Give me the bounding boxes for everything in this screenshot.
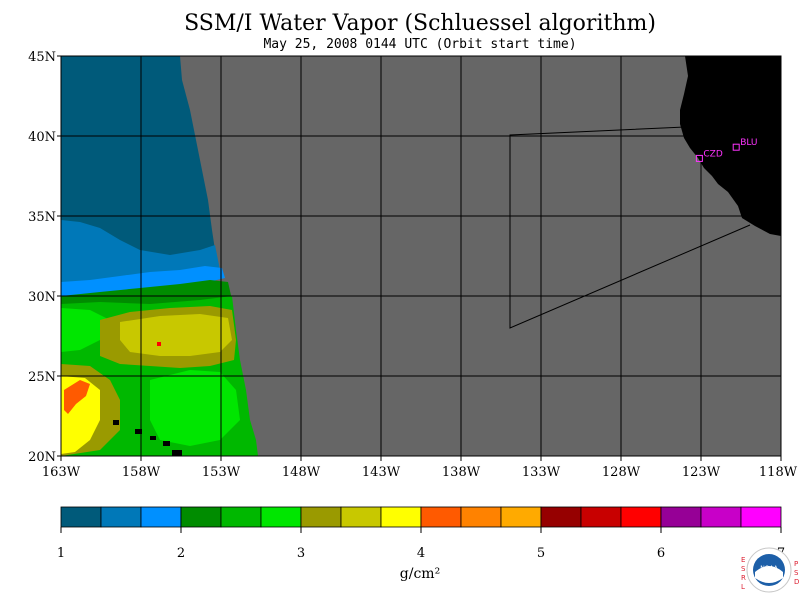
colorbar-tick-label: 6 [657,546,665,561]
lat-tick-label: 35N [28,210,56,225]
station-label: CZD [703,149,722,159]
figure-title: SSM/I Water Vapor (Schluessel algorithm) [184,11,656,36]
logo-center-text: NOAA [760,565,778,572]
lon-tick-label: 123W [682,465,721,480]
swath-bright-green-2 [150,370,240,446]
colorbar-segment [180,506,222,528]
station-marker [695,154,703,162]
colorbar-segment [340,506,382,528]
land-california [680,56,781,236]
logo-gull-icon [755,566,783,583]
colorbar-units: g/cm² [400,566,440,582]
swath-yellow-olive [120,314,232,356]
island-molokai [150,436,156,440]
station-label: BLU [740,138,757,148]
colorbar-segment [300,506,342,528]
lat-tick-label: 20N [28,450,56,465]
colorbar-tick-labels: 1234567 [57,527,785,561]
lat-tick-label: 40N [28,130,56,145]
lon-tick-label: 163W [42,465,81,480]
colorbar-tick-label: 4 [417,546,425,561]
colorbar-segment [500,506,542,528]
colorbar-segment [100,506,142,528]
lon-tick-label: 133W [522,465,561,480]
lat-tick-label: 30N [28,290,56,305]
colorbar-segment [260,506,302,528]
sector-outline [509,126,751,329]
colorbar-segment [420,506,462,528]
longitude-labels: 163W 158W 153W 148W 143W 138W 133W 128W 123W 118W [42,456,798,480]
colorbar-tick-label: 5 [537,546,545,561]
swath-bright-blue [61,266,225,300]
colorbar-segment [580,506,622,528]
lon-tick-label: 148W [282,465,321,480]
lat-tick-label: 45N [28,50,56,65]
lon-tick-label: 143W [362,465,401,480]
colorbar-segment [700,506,742,528]
map-grid [61,56,781,456]
latitude-labels: 45N 40N 35N 30N 25N 20N [28,50,61,465]
colorbar-segment [660,506,702,528]
colorbar-segment [60,506,102,528]
colorbar-segment [380,506,422,528]
lon-tick-label: 128W [602,465,641,480]
colorbar-segment [460,506,502,528]
lon-tick-label: 138W [442,465,481,480]
swath-orange [64,380,90,414]
colorbar [60,506,782,528]
map-panel: CZD BLU [60,55,782,457]
colorbar-segment [740,506,782,528]
lat-tick-label: 25N [28,370,56,385]
island-maui [163,441,170,446]
island-hawaii [172,450,182,456]
island-kauai [113,420,119,425]
station-marker [732,143,740,151]
figure-subtitle: May 25, 2008 0144 UTC (Orbit start time) [263,37,576,52]
swath-red-spot [157,342,161,346]
swath-dark-blue [61,56,215,268]
lon-tick-label: 118W [759,465,798,480]
station-markers: CZD BLU [695,138,758,162]
colorbar-tick-label: 3 [297,546,305,561]
colorbar-segment [140,506,182,528]
swath-bright-green [61,308,110,352]
colorbar-tick-label: 1 [57,546,65,561]
lon-tick-label: 158W [122,465,161,480]
colorbar-segment [220,506,262,528]
colorbar-segment [540,506,582,528]
island-oahu [135,429,142,434]
colorbar-tick-label: 2 [177,546,185,561]
map-border [60,55,782,457]
lon-tick-label: 153W [202,465,241,480]
colorbar-segment [620,506,662,528]
